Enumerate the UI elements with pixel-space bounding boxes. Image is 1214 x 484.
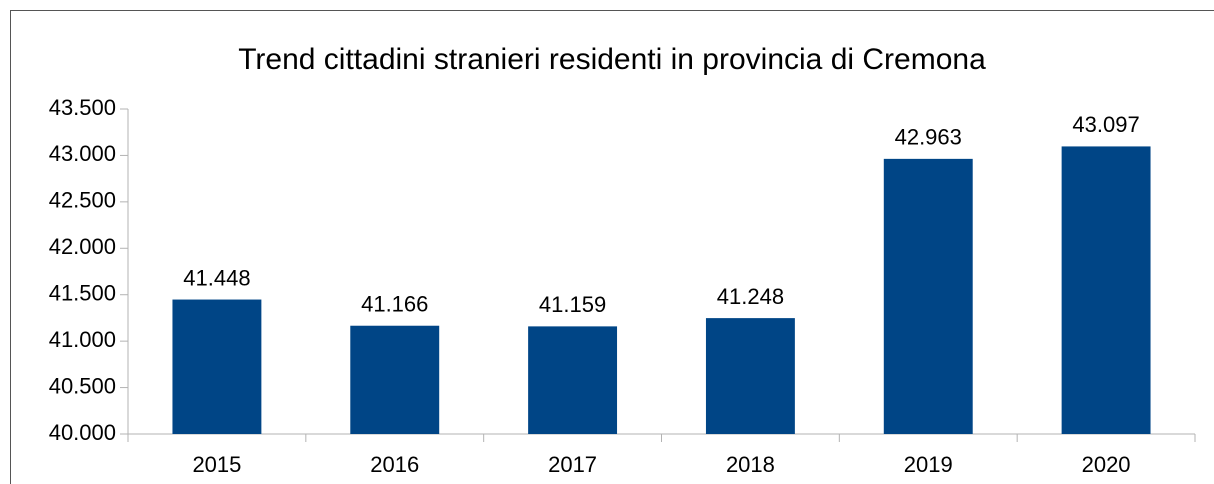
bar: [883, 158, 973, 434]
data-label: 41.166: [361, 292, 428, 317]
bar: [350, 325, 440, 434]
y-tick-label: 42.500: [49, 188, 116, 213]
chart-frame: [10, 10, 1214, 484]
x-tick-label: 2019: [904, 452, 953, 477]
bar: [172, 299, 262, 434]
y-tick-label: 41.500: [49, 281, 116, 306]
bar: [1061, 146, 1151, 434]
data-label: 42.963: [895, 125, 962, 150]
x-tick-label: 2015: [192, 452, 241, 477]
data-label: 41.159: [539, 292, 606, 317]
data-label: 41.248: [717, 284, 784, 309]
y-tick-label: 40.500: [49, 373, 116, 398]
x-tick-label: 2020: [1082, 452, 1131, 477]
x-tick-label: 2017: [548, 452, 597, 477]
bar: [705, 318, 795, 434]
y-tick-label: 43.500: [49, 95, 116, 120]
chart-title: Trend cittadini stranieri residenti in p…: [238, 43, 986, 76]
data-label: 41.448: [183, 265, 250, 290]
y-tick-label: 40.000: [49, 420, 116, 445]
x-tick-label: 2018: [726, 452, 775, 477]
bar: [528, 326, 618, 434]
y-tick-label: 41.000: [49, 327, 116, 352]
x-tick-label: 2016: [370, 452, 419, 477]
y-tick-label: 43.000: [49, 141, 116, 166]
y-tick-label: 42.000: [49, 234, 116, 259]
data-label: 43.097: [1072, 112, 1139, 137]
